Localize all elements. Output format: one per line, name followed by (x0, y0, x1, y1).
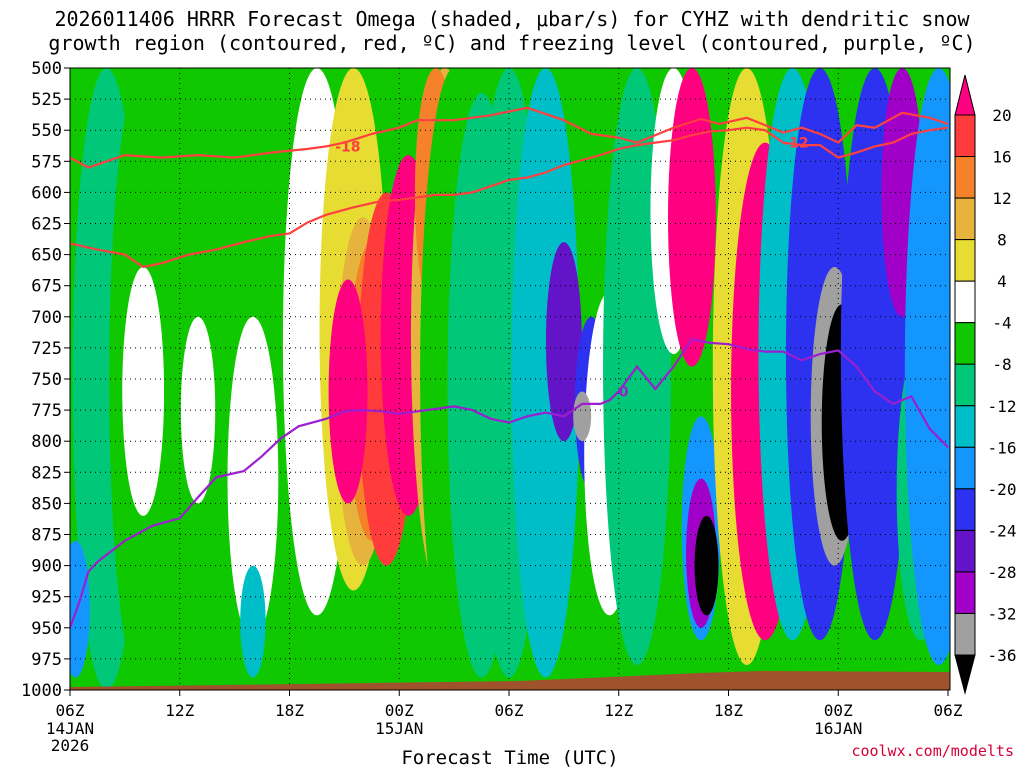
omega-cell (694, 515, 719, 616)
colorbar-tick-label: 8 (997, 231, 1007, 250)
y-tick-label: 850 (31, 494, 62, 514)
colorbar-box (954, 239, 976, 282)
contour-line (70, 106, 949, 169)
colorbar-box (954, 114, 976, 158)
y-tick-label: 925 (31, 588, 62, 608)
colorbar-box (954, 488, 976, 531)
y-tick-label: 525 (31, 90, 62, 110)
x-tick-label: 00Z (385, 701, 414, 720)
x-tick-label: 00Z (824, 701, 853, 720)
omega-cell (904, 68, 950, 666)
y-tick-label: 800 (31, 432, 62, 452)
colorbar-tick-label: 4 (997, 272, 1007, 291)
omega-cell (545, 242, 582, 442)
x-tick-label: 06Z (934, 701, 963, 720)
plot-area: -18 -12 0 (70, 68, 950, 690)
chart-title-line2: growth region (contoured, red, ºC) and f… (48, 31, 975, 55)
colorbar-box (954, 363, 976, 407)
y-tick-label: 700 (31, 308, 62, 328)
colorbar-tick-label: 20 (992, 106, 1011, 125)
y-tick-label: 550 (31, 121, 62, 141)
x-tick-label: 18Z (275, 701, 304, 720)
y-tick-label: 650 (31, 246, 62, 266)
y-tick-label: 950 (31, 619, 62, 639)
omega-cell (240, 565, 266, 678)
y-tick-label: 625 (31, 215, 62, 235)
contour-label: -18 (335, 139, 360, 155)
colorbar-tick-label: -28 (988, 563, 1017, 582)
colorbar-tick-label: -12 (988, 397, 1017, 416)
credit-text: coolwx.com/modelts (851, 742, 1014, 760)
colorbar-box (954, 529, 976, 573)
y-tick-label: 725 (31, 339, 62, 359)
colorbar-tick-label: -36 (988, 646, 1017, 665)
y-tick-label: 875 (31, 526, 62, 546)
y-tick-label: 975 (31, 650, 62, 670)
x-date-label: 2026 (51, 736, 90, 755)
x-date-label: 16JAN (814, 719, 862, 738)
omega-cell (231, 68, 274, 317)
y-tick-label: 600 (31, 183, 62, 203)
x-axis-label: Forecast Time (UTC) (401, 747, 618, 768)
colorbar-bottom-triangle (954, 654, 976, 695)
colorbar-tick-label: -32 (988, 604, 1017, 623)
y-tick-label: 1000 (21, 681, 62, 701)
x-tick-label: 18Z (714, 701, 743, 720)
x-tick-label: 06Z (495, 701, 524, 720)
chart-title-line1: 2026011406 HRRR Forecast Omega (shaded, … (54, 7, 970, 31)
colorbar-tick-label: 12 (992, 189, 1011, 208)
y-tick-label: 500 (31, 59, 62, 79)
omega-cell (227, 316, 279, 641)
colorbar-box (954, 322, 976, 365)
colorbar-box (954, 405, 976, 448)
omega-cell (328, 279, 368, 504)
y-tick-label: 825 (31, 463, 62, 483)
colorbar-tick-label: -20 (988, 480, 1017, 499)
colorbar-tick-label: -16 (988, 438, 1017, 457)
colorbar-top-triangle (954, 74, 976, 116)
omega-cell (70, 540, 90, 678)
colorbar-box (954, 156, 976, 199)
x-tick-label: 12Z (604, 701, 633, 720)
omega-cell (511, 68, 580, 678)
colorbar-tick-label: -4 (992, 314, 1011, 333)
colorbar-tick-label: -24 (988, 521, 1017, 540)
omega-cell (122, 267, 165, 516)
colorbar-tick-label: -8 (992, 355, 1011, 374)
x-date-label: 14JAN (46, 719, 94, 738)
y-tick-label: 675 (31, 277, 62, 297)
x-tick-label: 06Z (56, 701, 85, 720)
contour-line (70, 126, 949, 269)
y-tick-label: 775 (31, 401, 62, 421)
omega-cell (573, 391, 592, 442)
colorbar-box (954, 612, 976, 656)
y-tick-label: 900 (31, 557, 62, 577)
x-date-label: 15JAN (375, 719, 423, 738)
contour-label: -12 (783, 136, 808, 152)
y-tick-label: 575 (31, 152, 62, 172)
colorbar-box (954, 197, 976, 241)
omega-cell (668, 68, 716, 367)
y-tick-label: 750 (31, 370, 62, 390)
terrain-fill (70, 671, 950, 690)
x-tick-label: 12Z (165, 701, 194, 720)
colorbar-box (954, 280, 976, 324)
contour-line (70, 337, 949, 629)
contour-label: 0 (619, 384, 629, 400)
omega-cell (180, 316, 216, 504)
colorbar-box (954, 571, 976, 614)
colorbar-tick-label: 16 (992, 148, 1011, 167)
colorbar-box (954, 446, 976, 490)
